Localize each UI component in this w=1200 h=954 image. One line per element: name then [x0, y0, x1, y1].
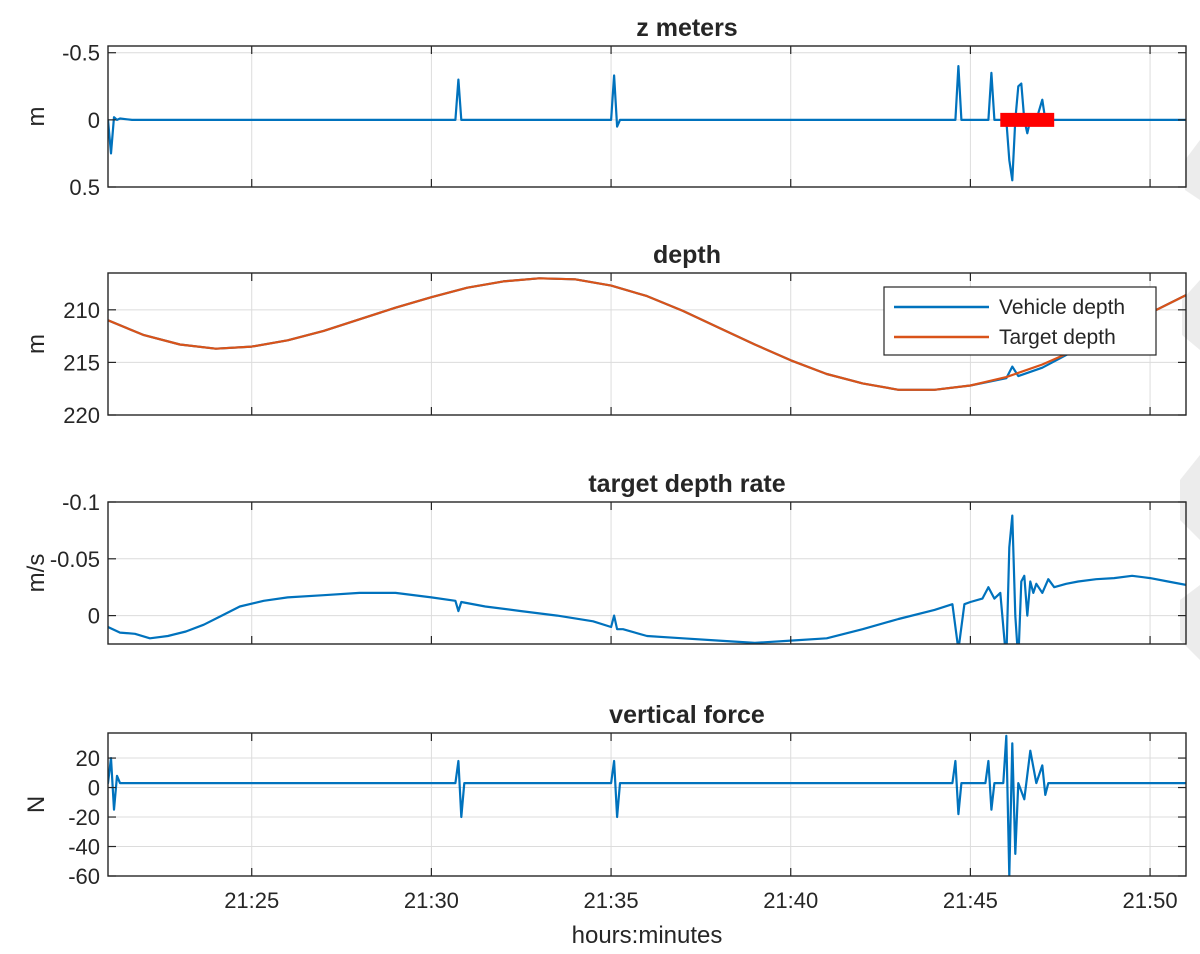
y-tick-label: 20 — [76, 746, 100, 771]
subplot-title: z meters — [636, 14, 737, 42]
x-tick-label: 21:40 — [763, 888, 818, 913]
y-tick-label: -20 — [68, 805, 100, 830]
subplot-2: 210 215 220 depth m Vehicle depth Target depth — [23, 241, 1187, 428]
y-axis-label: m — [23, 334, 50, 354]
y-tick-label: -60 — [68, 864, 100, 889]
series-line-trace-1 — [108, 514, 1186, 644]
y-tick-label: -40 — [68, 835, 100, 860]
legend: Vehicle depth Target depth — [883, 286, 1157, 356]
series-group — [108, 514, 1186, 644]
y-tick-label: -0.1 — [62, 490, 100, 515]
legend-label: Vehicle depth — [999, 296, 1125, 319]
y-tick-label: 0 — [88, 776, 100, 801]
x-axis-label: hours:minutes — [572, 922, 723, 949]
subplot-title: vertical force — [609, 701, 765, 729]
series-group — [108, 734, 1186, 876]
y-tick-label: 0.5 — [69, 175, 100, 200]
subplot-title: target depth rate — [588, 470, 785, 498]
x-tick-label: 21:35 — [584, 888, 639, 913]
watermark-shapes — [1180, 140, 1200, 660]
y-axis-label: m — [23, 107, 50, 127]
x-tick-label: 21:30 — [404, 888, 459, 913]
series-line-trace-1 — [108, 734, 1186, 876]
subplot-1: -0.5 0 0.5 z meters m — [23, 14, 1187, 200]
legend-label: Target depth — [999, 326, 1116, 349]
subplot-3: -0.1 -0.05 0 target depth rate m/s — [23, 470, 1187, 645]
x-tick-label: 21:45 — [943, 888, 998, 913]
subplot-4: 21:25 21:30 21:35 21:40 21:45 21:50 -60 -40 -20 0… — [23, 701, 1187, 949]
axes-box — [107, 272, 1187, 416]
axes-box — [107, 501, 1187, 645]
axes-box — [107, 732, 1187, 877]
y-tick-label: 0 — [88, 604, 100, 629]
series-group — [108, 64, 1186, 182]
series-line-target-depth — [108, 277, 1186, 391]
y-axis-label: N — [23, 796, 50, 813]
y-tick-label: 210 — [63, 298, 100, 323]
y-tick-label: 0 — [88, 108, 100, 133]
y-tick-label: 215 — [63, 350, 100, 375]
x-tick-label: 21:25 — [224, 888, 279, 913]
y-axis-label: m/s — [23, 554, 50, 593]
subplot-title: depth — [653, 241, 721, 269]
series-group — [108, 277, 1186, 391]
y-tick-label: 220 — [63, 403, 100, 428]
legend-box — [883, 286, 1157, 356]
x-tick-label: 21:50 — [1123, 888, 1178, 913]
y-tick-label: -0.05 — [50, 547, 100, 572]
y-tick-label: -0.5 — [62, 41, 100, 66]
axes-box — [107, 45, 1187, 188]
